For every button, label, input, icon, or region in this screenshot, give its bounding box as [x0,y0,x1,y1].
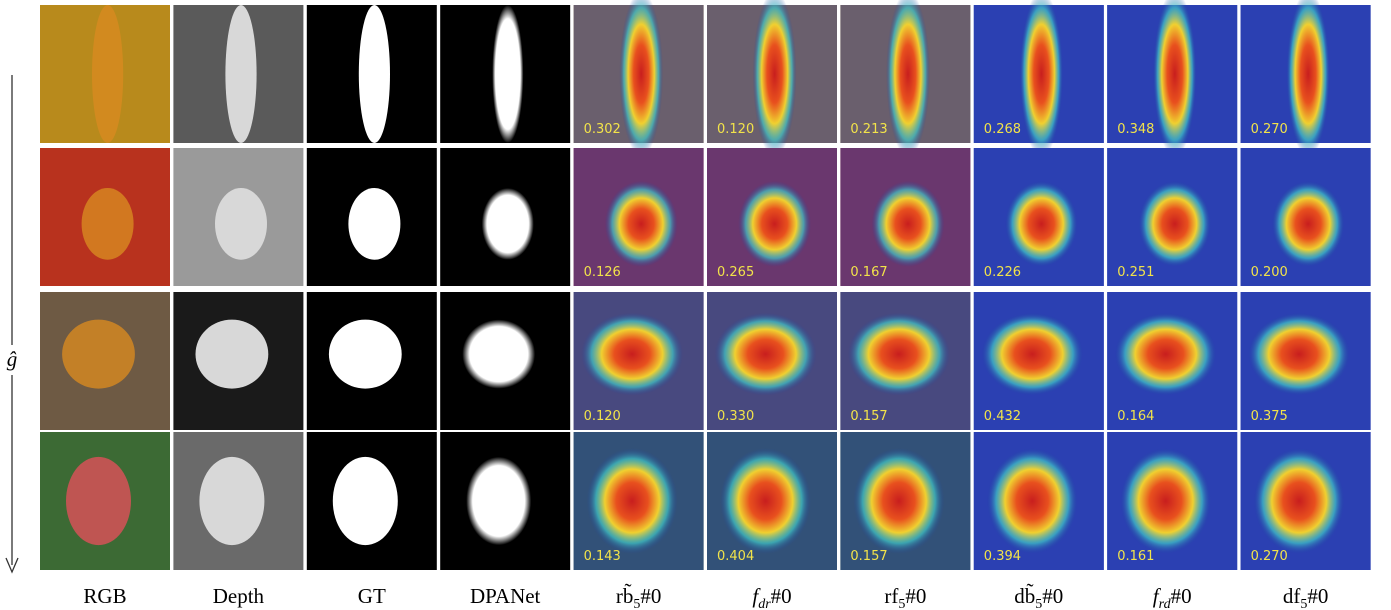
heatmap-hotspot [720,448,811,554]
prediction-mask [466,457,531,545]
label-base: GT [358,584,386,608]
label-base: rb̃ [616,583,634,608]
heatmap-hotspot [587,448,678,554]
score: 0.330 [717,409,754,424]
label-suffix: #0 [1307,584,1328,608]
depth-object [199,457,264,545]
score: 0.200 [1251,265,1288,280]
score: 0.143 [584,549,621,564]
rgb-object [82,188,134,260]
heatmap-hotspot [581,313,683,396]
heatmap-hotspot [738,181,811,267]
axis-label: ĝ [7,347,18,371]
score: 0.270 [1251,122,1288,137]
heatmap-hotspot [987,448,1078,554]
label-base: db̃ [1014,583,1035,608]
prediction-mask [482,188,534,260]
label-sub: 5 [1035,597,1042,610]
score: 0.213 [850,122,887,137]
label-sub: 5 [898,597,905,610]
score: 0.432 [984,409,1021,424]
label-sub: dr [758,597,771,610]
score: 0.375 [1251,409,1288,424]
column-label: RGB [83,584,126,608]
label-sub: 5 [633,597,640,610]
label-suffix: #0 [1171,584,1192,608]
label-base: DPANet [470,584,541,608]
label-base: rf [884,584,898,608]
column-label: rb̃5#0 [616,583,662,610]
heatmap-hotspot [848,313,950,396]
column-label: Depth [213,584,265,608]
prediction-mask [492,5,523,143]
score: 0.164 [1117,409,1154,424]
score: 0.161 [1117,549,1154,564]
score: 0.268 [984,122,1021,137]
score: 0.394 [984,549,1021,564]
heatmap-hotspot [605,181,678,267]
heatmap-hotspot [872,181,945,267]
label-base: df [1283,584,1301,608]
score: 0.251 [1117,265,1154,280]
score: 0.120 [717,122,754,137]
score: 0.348 [1117,122,1154,137]
label-suffix: #0 [1042,584,1063,608]
column-label: rf5#0 [884,584,926,610]
heatmap-hotspot [1115,313,1217,396]
heatmap-hotspot [981,313,1083,396]
label-suffix: #0 [640,584,661,608]
label-base: RGB [83,584,126,608]
column-label: DPANet [470,584,541,608]
prediction-mask [462,320,535,389]
heatmap-hotspot [1005,181,1078,267]
depth-object [225,5,256,143]
column-label: fdr#0 [752,584,791,610]
column-label: df5#0 [1283,584,1329,610]
score: 0.226 [984,265,1021,280]
column-label: frd#0 [1153,584,1192,610]
gt-mask [359,5,390,143]
label-suffix: #0 [771,584,792,608]
column-label: db̃5#0 [1014,583,1063,610]
depth-object [196,320,269,389]
heatmap-hotspot [853,448,944,554]
rgb-object [62,320,135,389]
score: 0.404 [717,549,754,564]
rgb-object [92,5,123,143]
label-base: Depth [213,584,265,608]
heatmap-hotspot [1248,313,1350,396]
gt-mask [333,457,398,545]
score: 0.302 [584,122,621,137]
score: 0.265 [717,265,754,280]
heatmap-hotspot [1138,181,1211,267]
gt-mask [348,188,400,260]
score: 0.157 [850,549,887,564]
figure: ĝ 0.302 0.120 0.213 0.268 0.348 0.270 0.126 0.2… [0,0,1391,610]
score: 0.167 [850,265,887,280]
label-sub: 5 [1300,597,1307,610]
heatmap-hotspot [1254,448,1345,554]
heatmap-hotspot [1272,181,1345,267]
score: 0.270 [1251,549,1288,564]
heatmap-hotspot [1120,448,1211,554]
heatmap-hotspot [715,313,817,396]
score: 0.157 [850,409,887,424]
score: 0.126 [584,265,621,280]
score: 0.120 [584,409,621,424]
rgb-object [66,457,131,545]
depth-object [215,188,267,260]
column-label: GT [358,584,386,608]
gt-mask [329,320,402,389]
label-suffix: #0 [905,584,926,608]
